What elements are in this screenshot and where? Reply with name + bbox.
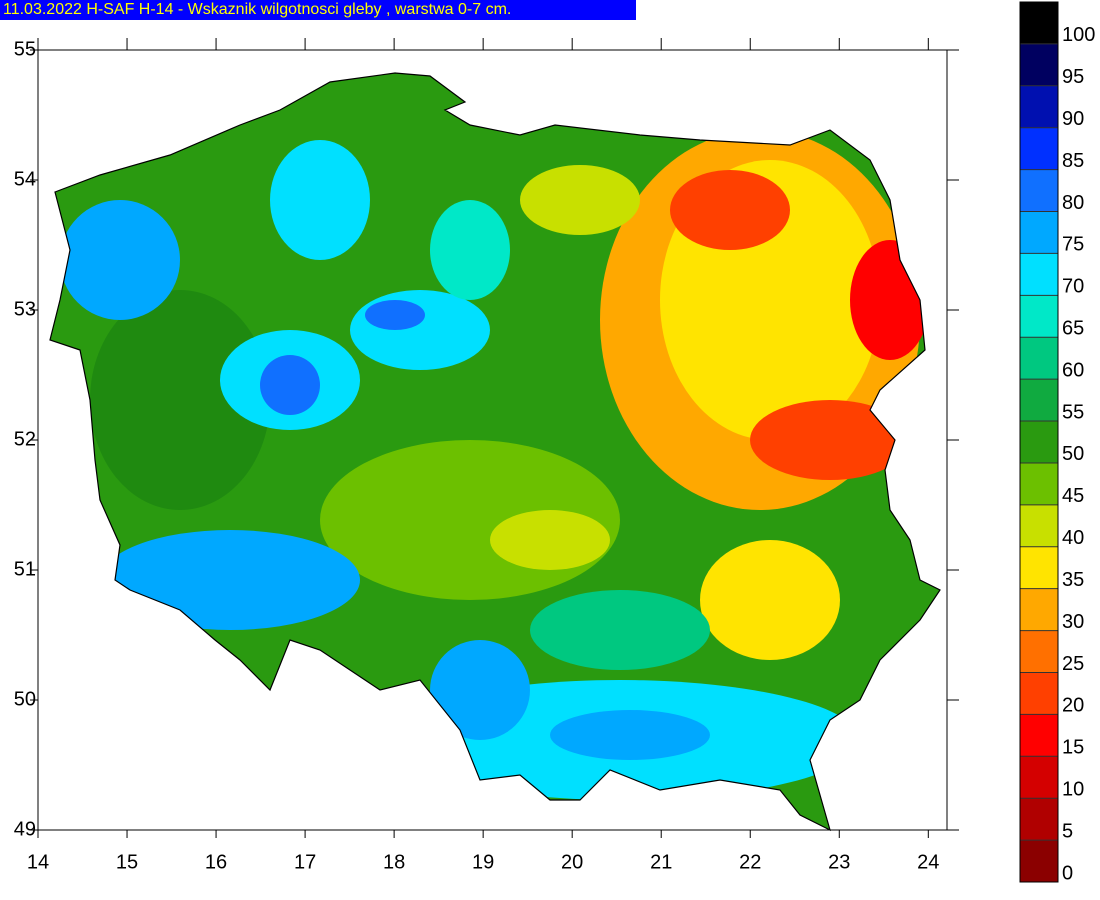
colorbar-segment [1020, 714, 1058, 757]
x-tick-label: 18 [383, 851, 405, 873]
x-tick-label: 22 [739, 851, 761, 873]
y-tick-label: 52 [14, 428, 36, 450]
colorbar-segment [1020, 840, 1058, 882]
colorbar-segment [1020, 379, 1058, 422]
y-tick-label: 49 [14, 818, 36, 840]
x-tick-label: 14 [27, 851, 49, 873]
x-tick-label: 15 [116, 851, 138, 873]
colorbar-label: 55 [1062, 401, 1084, 423]
colorbar-label: 40 [1062, 527, 1084, 549]
colorbar-segment [1020, 43, 1058, 86]
y-tick-label: 53 [14, 298, 36, 320]
colorbar-label: 60 [1062, 359, 1084, 381]
country-border [49, 72, 941, 832]
colorbar-segment [1020, 546, 1058, 589]
colorbar-segment [1020, 169, 1058, 212]
x-tick-label: 24 [917, 851, 939, 873]
colorbar-label: 0 [1062, 862, 1073, 884]
y-tick-label: 51 [14, 558, 36, 580]
x-tick-label: 16 [205, 851, 227, 873]
colorbar-label: 50 [1062, 443, 1084, 465]
x-tick-label: 20 [561, 851, 583, 873]
colorbar-segment [1020, 588, 1058, 631]
colorbar-label: 75 [1062, 234, 1084, 256]
colorbar-label: 65 [1062, 318, 1084, 340]
colorbar-segment [1020, 630, 1058, 673]
colorbar-label: 25 [1062, 653, 1084, 675]
colorbar-label: 30 [1062, 611, 1084, 633]
colorbar-label: 45 [1062, 485, 1084, 507]
colorbar-segment [1020, 462, 1058, 505]
colorbar-label: 20 [1062, 695, 1084, 717]
colorbar-label: 70 [1062, 276, 1084, 298]
colorbar-label: 85 [1062, 150, 1084, 172]
colorbar-segment [1020, 504, 1058, 547]
colorbar-label: 10 [1062, 778, 1084, 800]
colorbar-segment [1020, 2, 1058, 44]
colorbar-segment [1020, 421, 1058, 463]
colorbar-segment [1020, 295, 1058, 338]
colorbar-label: 100 [1062, 24, 1095, 46]
colorbar-segment [1020, 337, 1058, 380]
y-tick-label: 55 [14, 38, 36, 60]
x-tick-label: 17 [294, 851, 316, 873]
colorbar-frame [1019, 1, 1059, 883]
colorbar-label: 90 [1062, 108, 1084, 130]
colorbar-label: 80 [1062, 192, 1084, 214]
colorbar-segment [1020, 211, 1058, 254]
colorbar-label: 35 [1062, 569, 1084, 591]
colorbar-segment [1020, 798, 1058, 841]
colorbar-segment [1020, 85, 1058, 128]
colorbar-label: 95 [1062, 66, 1084, 88]
x-tick-label: 23 [828, 851, 850, 873]
x-tick-label: 21 [650, 851, 672, 873]
x-tick-label: 19 [472, 851, 494, 873]
y-tick-label: 50 [14, 688, 36, 710]
chart-title: 11.03.2022 H-SAF H-14 - Wskaznik wilgotn… [3, 1, 511, 18]
title-bg [0, 0, 636, 20]
y-tick-label: 54 [14, 168, 36, 190]
colorbar-label: 5 [1062, 820, 1073, 842]
colorbar-segment [1020, 127, 1058, 170]
colorbar-label: 15 [1062, 737, 1084, 759]
colorbar-segment [1020, 756, 1058, 799]
colorbar-segment [1020, 672, 1058, 715]
colorbar-segment [1020, 253, 1058, 296]
